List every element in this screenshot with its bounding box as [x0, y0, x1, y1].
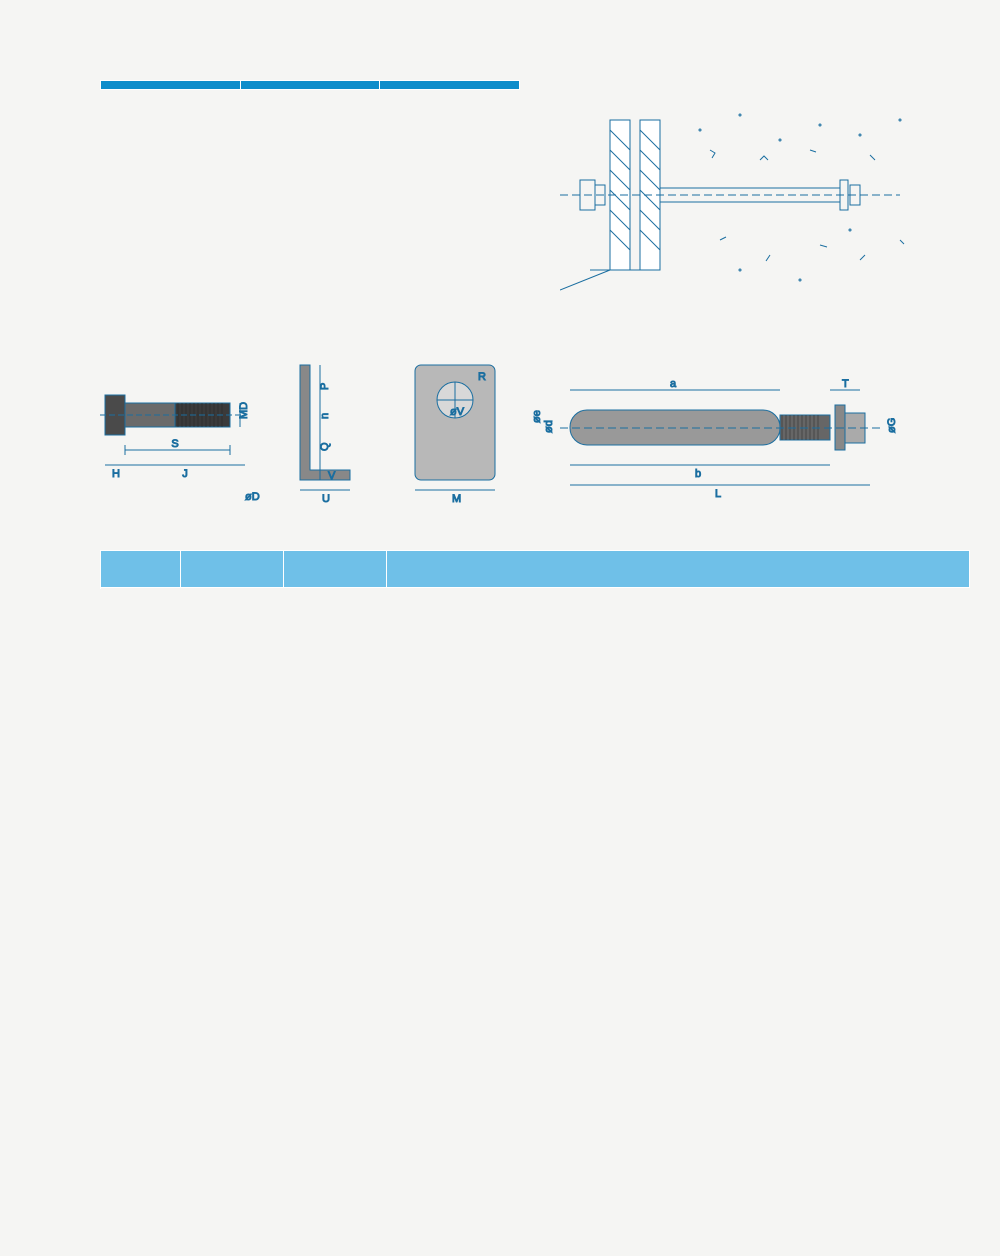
svg-text:b: b	[695, 468, 701, 480]
dim-J: J	[182, 468, 188, 480]
dim-MD: MD	[238, 402, 250, 419]
svg-text:øG: øG	[886, 418, 898, 433]
svg-text:øe: øe	[531, 410, 543, 423]
spec-table	[100, 550, 970, 588]
footrod-drawing: a T øe ød øG b L	[530, 375, 910, 510]
spec-header-nut	[386, 551, 969, 588]
top-section	[100, 80, 960, 310]
washer-drawing: R øV M	[400, 355, 510, 510]
angle-drawing: P n Q V U	[280, 355, 380, 510]
svg-text:Q: Q	[319, 442, 331, 451]
mat-header-name	[240, 81, 380, 90]
mat-header-material	[380, 81, 520, 90]
technical-drawings: S J H MD øD P n Q V U	[100, 350, 960, 510]
dim-H: H	[112, 468, 120, 480]
bolt-drawing: S J H MD øD	[100, 355, 260, 510]
svg-text:ød: ød	[543, 420, 555, 433]
materials-table	[100, 80, 520, 90]
svg-text:T: T	[842, 378, 849, 390]
spec-header-bolt	[181, 551, 284, 588]
svg-text:U: U	[322, 493, 330, 505]
svg-text:L: L	[715, 488, 721, 500]
svg-text:V: V	[328, 470, 336, 482]
svg-text:øV: øV	[450, 406, 465, 418]
svg-text:M: M	[452, 493, 461, 505]
assembly-diagram	[560, 80, 940, 310]
mat-header-no	[101, 81, 241, 90]
dim-S: S	[171, 438, 178, 450]
svg-text:a: a	[670, 378, 677, 390]
svg-text:n: n	[319, 413, 331, 419]
svg-text:P: P	[319, 383, 331, 390]
spec-header-washer	[283, 551, 386, 588]
spec-header-spec	[101, 551, 181, 588]
dim-oD: øD	[245, 491, 260, 503]
svg-text:R: R	[478, 371, 486, 383]
